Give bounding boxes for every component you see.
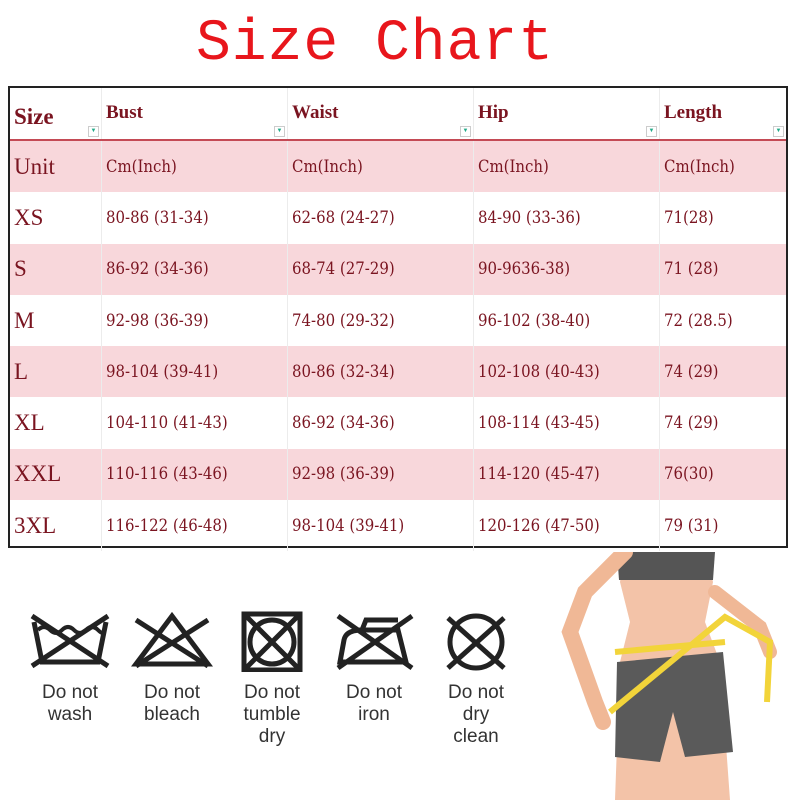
table-cell: L	[10, 346, 102, 398]
filter-dropdown-icon[interactable]: ▼	[773, 126, 784, 137]
do-not-dry-clean-icon	[446, 613, 506, 671]
care-instruction: Do not wash	[20, 610, 120, 726]
care-label: Do not tumble dry	[243, 682, 301, 747]
table-cell: 86-92 (34-36)	[288, 397, 474, 449]
table-cell: 90-9636-38)	[474, 243, 660, 295]
table-cell: 120-126 (47-50)	[474, 500, 660, 552]
table-cell: 116-122 (46-48)	[102, 500, 288, 552]
table-cell: 3XL	[10, 500, 102, 552]
table-cell: 68-74 (27-29)	[288, 243, 474, 295]
table-cell: M	[10, 294, 102, 347]
table-cell: Unit	[10, 141, 102, 193]
table-cell: 72 (28.5)	[664, 310, 733, 331]
column-header[interactable]: Bust ▼	[102, 88, 288, 139]
table-cell: 98-104 (39-41)	[288, 500, 474, 552]
care-instruction: Do not dry clean	[426, 610, 526, 748]
filter-dropdown-icon[interactable]: ▼	[88, 126, 99, 137]
page-title: Size Chart	[195, 12, 555, 77]
table-row: 3XL 116-122 (46-48) 98-104 (39-41) 120-126 …	[10, 500, 786, 552]
table-cell: 80-86 (31-34)	[102, 192, 288, 244]
table-cell: 102-108 (40-43)	[474, 346, 660, 398]
table-cell: 110-116 (43-46)	[102, 448, 288, 501]
table-cell: 79 (31)	[664, 515, 719, 536]
header-row: Size ▼ Bust ▼ Waist ▼ Hip ▼ Length ▼	[10, 88, 786, 141]
table-cell: 74 (29)	[664, 413, 719, 434]
table-row: XS 80-86 (31-34) 62-68 (24-27) 84-90 (33-36…	[10, 192, 786, 244]
table-row: Unit Cm(Inch) Cm(Inch) Cm(Inch) Cm(Inch)	[10, 141, 786, 193]
care-label: Do not bleach	[144, 682, 200, 725]
table-cell: XS	[10, 192, 102, 244]
size-table: Size ▼ Bust ▼ Waist ▼ Hip ▼ Length ▼ Unit Cm(Inch) C…	[8, 86, 788, 552]
table-cell: Cm(Inch)	[474, 141, 660, 193]
table-cell: 104-110 (41-43)	[102, 397, 288, 449]
table-cell: 71 (28)	[664, 259, 719, 280]
filter-dropdown-icon[interactable]: ▼	[274, 126, 285, 137]
table-cell: 71(28)	[664, 207, 714, 228]
table-cell: 92-98 (36-39)	[102, 294, 288, 347]
table-cell: 96-102 (38-40)	[474, 294, 660, 347]
table-cell: S	[10, 243, 102, 295]
do-not-iron-icon	[336, 613, 414, 671]
table-cell: 86-92 (34-36)	[102, 243, 288, 295]
table-cell: 76(30)	[664, 464, 714, 485]
filter-dropdown-icon[interactable]: ▼	[460, 126, 471, 137]
table-cell: 74-80 (29-32)	[288, 294, 474, 347]
table-cell: 74 (29)	[664, 361, 719, 382]
care-instruction: Do not tumble dry	[222, 610, 322, 748]
table-row: M 92-98 (36-39) 74-80 (29-32) 96-102 (38-40…	[10, 294, 786, 347]
column-header[interactable]: Size ▼	[10, 88, 102, 139]
do-not-tumble-dry-icon	[241, 611, 303, 672]
table-cell: Cm(Inch)	[102, 141, 288, 193]
table-row: XXL 110-116 (43-46) 92-98 (36-39) 114-120 (…	[10, 448, 786, 501]
table-cell: 98-104 (39-41)	[102, 346, 288, 398]
table-cell: 62-68 (24-27)	[288, 192, 474, 244]
column-header[interactable]: Length ▼	[660, 88, 786, 139]
table-row: L 98-104 (39-41) 80-86 (32-34) 102-108 (40-…	[10, 346, 786, 398]
table-cell: 114-120 (45-47)	[474, 448, 660, 501]
care-label: Do not dry clean	[448, 682, 504, 747]
care-instruction: Do not bleach	[122, 610, 222, 726]
table-cell: Cm(Inch)	[288, 141, 474, 193]
care-label: Do not iron	[346, 682, 402, 725]
measuring-model-illustration	[561, 552, 777, 800]
column-header[interactable]: Waist ▼	[288, 88, 474, 139]
care-instruction: Do not iron	[324, 610, 424, 726]
table-row: S 86-92 (34-36) 68-74 (27-29) 90-9636-38) 71…	[10, 243, 786, 295]
table-cell: 108-114 (43-45)	[474, 397, 660, 449]
table-cell: 84-90 (33-36)	[474, 192, 660, 244]
table-cell: 80-86 (32-34)	[288, 346, 474, 398]
table-cell: Cm(Inch)	[664, 156, 735, 177]
table-cell: XL	[10, 397, 102, 449]
table-cell: 92-98 (36-39)	[288, 448, 474, 501]
filter-dropdown-icon[interactable]: ▼	[646, 126, 657, 137]
do-not-bleach-icon	[131, 611, 213, 669]
table-cell: XXL	[10, 448, 102, 501]
care-label: Do not wash	[42, 682, 98, 725]
table-row: XL 104-110 (41-43) 86-92 (34-36) 108-114 (4…	[10, 397, 786, 449]
do-not-wash-icon	[30, 613, 110, 669]
column-header[interactable]: Hip ▼	[474, 88, 660, 139]
